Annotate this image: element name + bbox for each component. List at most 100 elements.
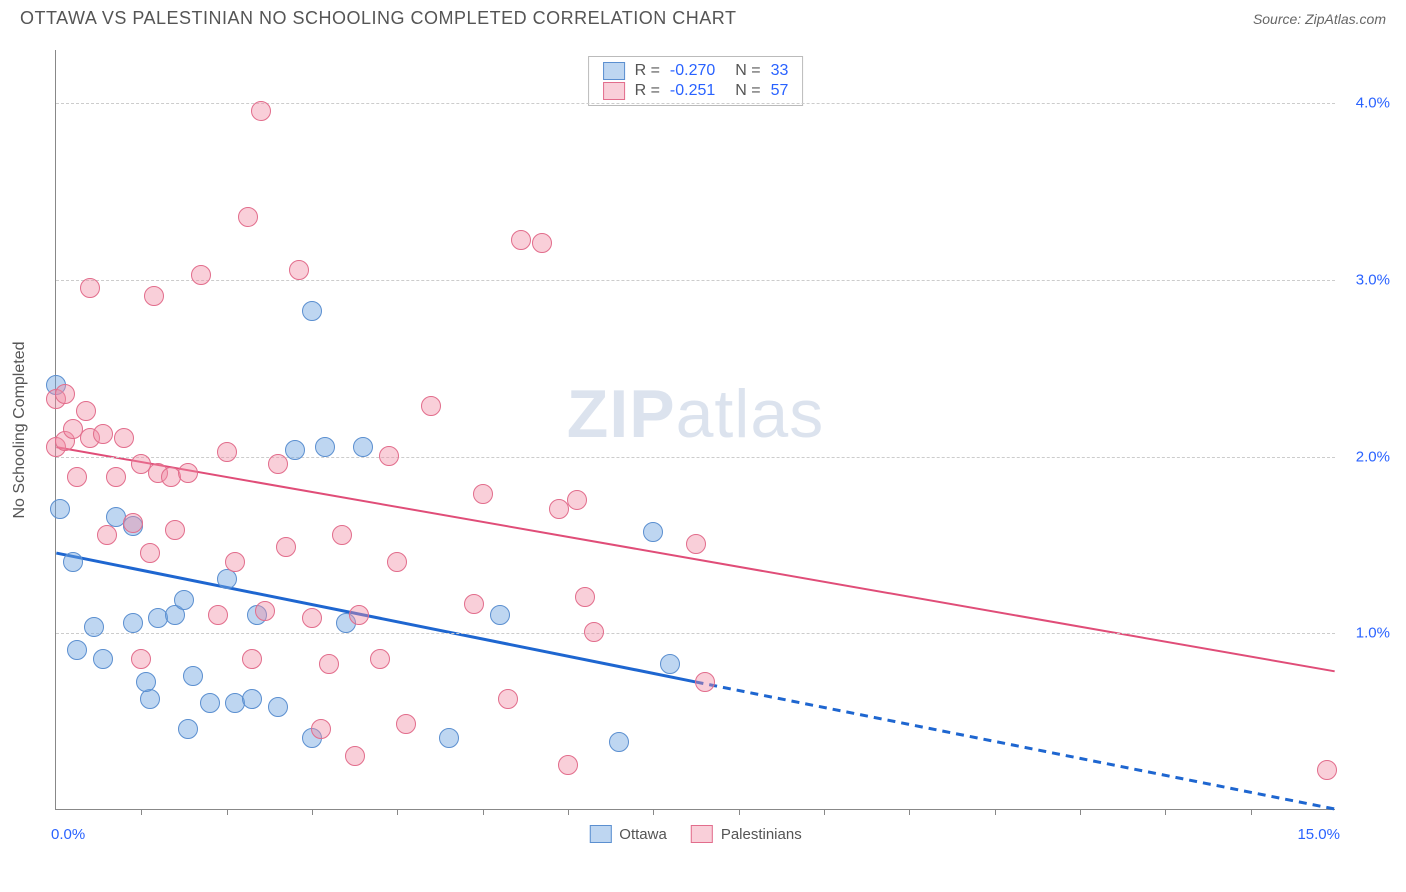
data-point: [660, 654, 680, 674]
n-label: N =: [735, 62, 760, 80]
data-point: [123, 613, 143, 633]
legend-series-item: Palestinians: [691, 825, 802, 843]
x-tick: [483, 809, 484, 815]
data-point: [584, 622, 604, 642]
data-point: [84, 617, 104, 637]
data-point: [332, 525, 352, 545]
data-point: [50, 499, 70, 519]
x-tick: [1080, 809, 1081, 815]
data-point: [490, 605, 510, 625]
data-point: [63, 552, 83, 572]
x-tick: [739, 809, 740, 815]
x-max-label: 15.0%: [1297, 826, 1340, 843]
data-point: [251, 101, 271, 121]
scatter-chart: No Schooling Completed ZIPatlas R = -0.2…: [55, 50, 1335, 810]
trend-line: [56, 447, 1334, 671]
x-tick: [227, 809, 228, 815]
y-tick-label: 1.0%: [1340, 625, 1390, 642]
data-point: [268, 697, 288, 717]
data-point: [315, 437, 335, 457]
data-point: [140, 689, 160, 709]
data-point: [349, 605, 369, 625]
data-point: [464, 594, 484, 614]
data-point: [575, 587, 595, 607]
data-point: [289, 260, 309, 280]
legend-swatch: [603, 62, 625, 80]
y-tick-label: 4.0%: [1340, 95, 1390, 112]
data-point: [255, 601, 275, 621]
data-point: [421, 396, 441, 416]
x-tick: [1165, 809, 1166, 815]
data-point: [498, 689, 518, 709]
data-point: [695, 672, 715, 692]
n-value: 57: [771, 82, 789, 100]
x-tick: [568, 809, 569, 815]
r-value: -0.251: [670, 82, 715, 100]
data-point: [439, 728, 459, 748]
data-point: [55, 384, 75, 404]
data-point: [106, 467, 126, 487]
data-point: [93, 424, 113, 444]
data-point: [311, 719, 331, 739]
legend-series-label: Palestinians: [721, 826, 802, 843]
data-point: [238, 207, 258, 227]
data-point: [643, 522, 663, 542]
data-point: [1317, 760, 1337, 780]
data-point: [345, 746, 365, 766]
legend-swatch: [603, 82, 625, 100]
legend-stat-row: R = -0.270 N = 33: [603, 61, 789, 81]
data-point: [93, 649, 113, 669]
data-point: [183, 666, 203, 686]
data-point: [140, 543, 160, 563]
data-point: [97, 525, 117, 545]
data-point: [319, 654, 339, 674]
data-point: [131, 649, 151, 669]
chart-header: OTTAWA VS PALESTINIAN NO SCHOOLING COMPL…: [0, 0, 1406, 33]
r-label: R =: [635, 62, 660, 80]
correlation-legend: R = -0.270 N = 33 R = -0.251 N = 57: [588, 56, 804, 106]
data-point: [136, 672, 156, 692]
n-value: 33: [771, 62, 789, 80]
data-point: [609, 732, 629, 752]
x-tick: [909, 809, 910, 815]
data-point: [217, 442, 237, 462]
data-point: [302, 301, 322, 321]
data-point: [302, 608, 322, 628]
chart-title: OTTAWA VS PALESTINIAN NO SCHOOLING COMPL…: [20, 8, 736, 29]
data-point: [200, 693, 220, 713]
gridline: [56, 103, 1335, 104]
x-tick: [141, 809, 142, 815]
data-point: [208, 605, 228, 625]
y-axis-title: No Schooling Completed: [11, 341, 29, 518]
data-point: [285, 440, 305, 460]
n-label: N =: [735, 82, 760, 100]
x-min-label: 0.0%: [51, 826, 85, 843]
x-tick: [312, 809, 313, 815]
x-tick: [995, 809, 996, 815]
data-point: [114, 428, 134, 448]
data-point: [268, 454, 288, 474]
data-point: [80, 278, 100, 298]
data-point: [165, 520, 185, 540]
data-point: [217, 569, 237, 589]
r-value: -0.270: [670, 62, 715, 80]
data-point: [558, 755, 578, 775]
data-point: [567, 490, 587, 510]
trend-line: [696, 682, 1335, 809]
data-point: [242, 689, 262, 709]
y-tick-label: 2.0%: [1340, 448, 1390, 465]
data-point: [379, 446, 399, 466]
data-point: [123, 513, 143, 533]
gridline: [56, 280, 1335, 281]
legend-stat-row: R = -0.251 N = 57: [603, 81, 789, 101]
r-label: R =: [635, 82, 660, 100]
x-tick: [1251, 809, 1252, 815]
data-point: [396, 714, 416, 734]
series-legend: OttawaPalestinians: [589, 825, 801, 843]
data-point: [387, 552, 407, 572]
data-point: [174, 590, 194, 610]
data-point: [225, 552, 245, 572]
data-point: [242, 649, 262, 669]
gridline: [56, 457, 1335, 458]
data-point: [532, 233, 552, 253]
